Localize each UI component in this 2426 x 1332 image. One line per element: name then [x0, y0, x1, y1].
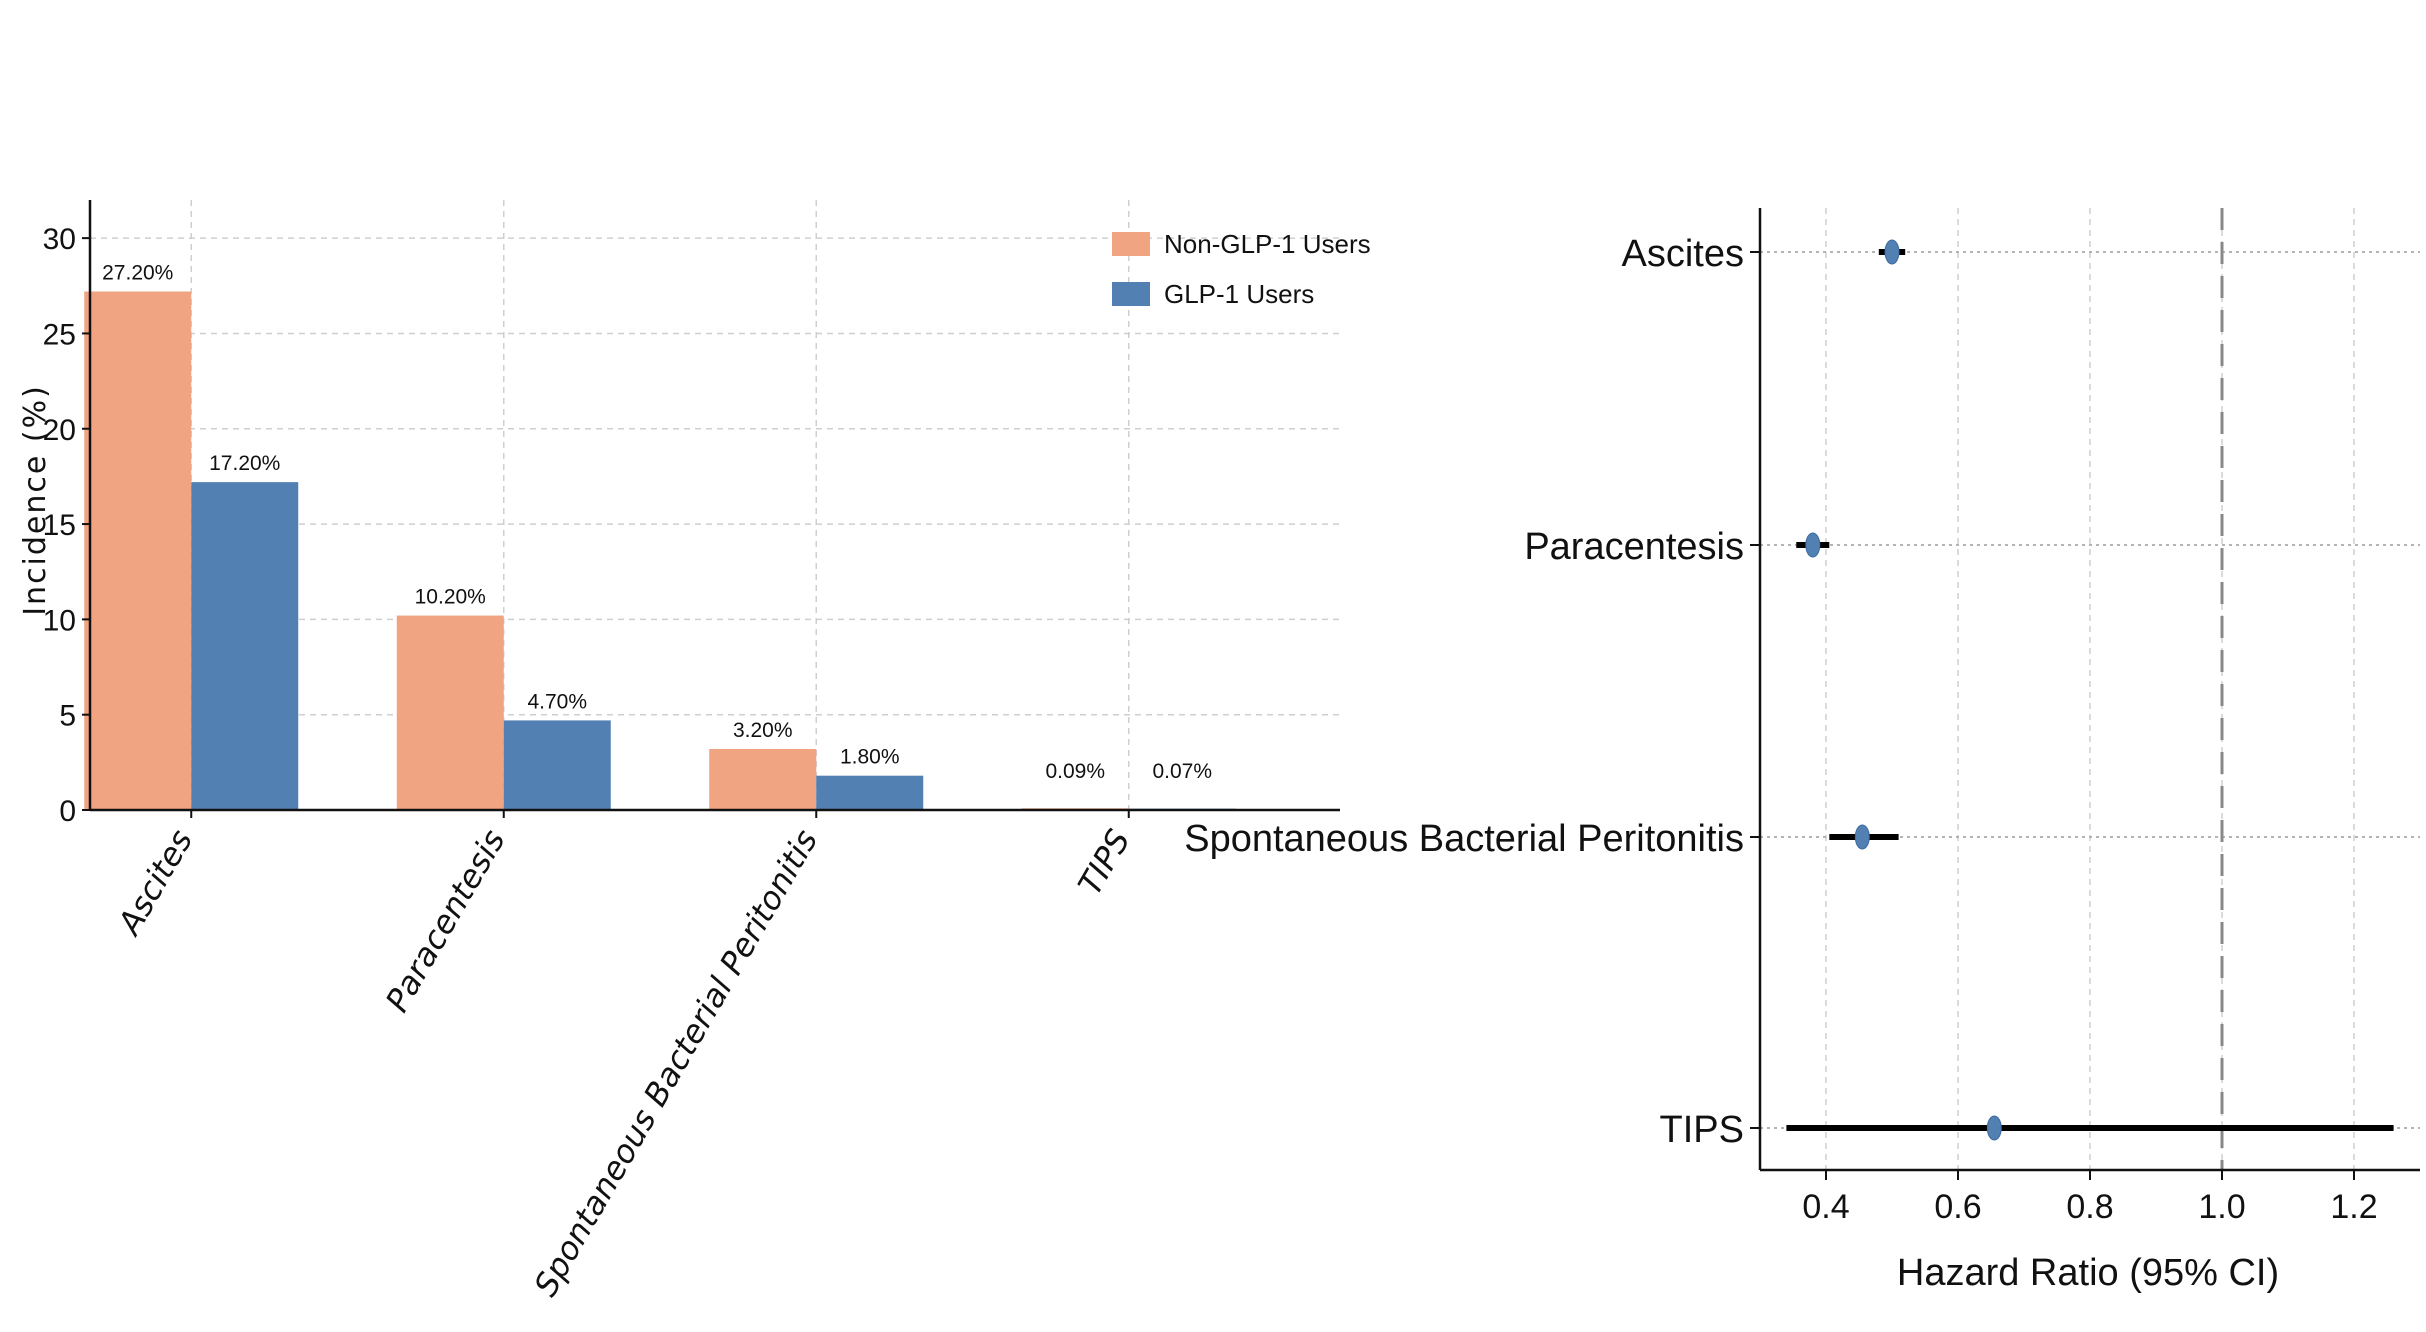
hr-point-ascites: [1884, 239, 1900, 265]
data-label-glp-1-users-tips: 0.07%: [1152, 760, 1212, 783]
left-y-tick-label: 25: [43, 318, 76, 351]
row-label-spontaneous-bacterial-peritonitis: Spontaneous Bacterial Peritonitis: [1184, 818, 1744, 860]
right-axes: [1750, 208, 2420, 1180]
legend-label-glp-1-users: GLP-1 Users: [1164, 279, 1314, 309]
left-y-tick-label: 30: [43, 223, 76, 256]
bar-glp-1-users-paracentesis: [503, 720, 611, 810]
hazard-ratio-forest-plot: Ascites Paracentesis Spontaneous Bacterial…: [1184, 208, 2420, 1294]
right-x-tick-label: 1.0: [2198, 1188, 2245, 1226]
left-y-tick-label: 20: [43, 414, 76, 447]
incidence-bar-chart: 27.20% 17.20% 10.20% 4.70% 3.20% 1.80% 0.09% 0.…: [18, 200, 1371, 1303]
right-hazard-marks: [1786, 239, 2394, 1141]
right-x-tick-label: 1.2: [2330, 1188, 2377, 1226]
data-label-non-glp-1-users-paracentesis: 10.20%: [415, 586, 486, 609]
data-label-glp-1-users-spontaneous-bacterial-peritonitis: 1.80%: [840, 746, 900, 769]
right-y-category-labels: Ascites Paracentesis Spontaneous Bacterial…: [1184, 233, 1744, 1151]
bar-non-glp-1-users-paracentesis: [396, 615, 504, 810]
left-axes: [82, 200, 1340, 818]
hr-point-spontaneous-bacterial-peritonitis: [1854, 824, 1870, 850]
right-gridlines: [1760, 208, 2420, 1170]
right-x-tick-label: 0.8: [2066, 1188, 2113, 1226]
left-x-category-labels: Ascites Paracentesis Spontaneous Bacterial…: [109, 823, 1137, 1303]
right-x-tick-label: 0.6: [1934, 1188, 1981, 1226]
left-y-tick-label: 10: [43, 604, 76, 637]
left-y-tick-label: 5: [59, 700, 76, 733]
row-label-tips: TIPS: [1660, 1109, 1744, 1151]
right-x-tick-labels: 0.4 0.6 0.8 1.0 1.2: [1802, 1188, 2377, 1226]
category-label-ascites: Ascites: [109, 823, 200, 942]
hr-point-tips: [1986, 1115, 2002, 1141]
data-label-glp-1-users-ascites: 17.20%: [209, 452, 280, 475]
left-y-tick-label: 15: [43, 509, 76, 542]
right-x-tick-label: 0.4: [1802, 1188, 1849, 1226]
data-label-non-glp-1-users-tips: 0.09%: [1045, 760, 1105, 783]
data-label-glp-1-users-paracentesis: 4.70%: [527, 690, 587, 713]
legend-label-non-glp-1-users: Non-GLP-1 Users: [1164, 229, 1371, 259]
data-label-non-glp-1-users-ascites: 27.20%: [102, 262, 173, 285]
legend: Non-GLP-1 Users GLP-1 Users: [1112, 229, 1371, 309]
left-data-labels: 27.20% 17.20% 10.20% 4.70% 3.20% 1.80% 0.09% 0.…: [102, 262, 1212, 784]
category-label-tips: TIPS: [1070, 823, 1137, 901]
left-y-axis-label: Incidence (%): [18, 384, 53, 616]
left-y-tick-labels: 0 5 10 15 20 25 30: [43, 223, 76, 828]
legend-swatch-non-glp-1-users: [1112, 232, 1150, 256]
data-label-non-glp-1-users-spontaneous-bacterial-peritonitis: 3.20%: [733, 719, 793, 742]
bar-non-glp-1-users-spontaneous-bacterial-peritonitis: [709, 749, 817, 810]
row-label-paracentesis: Paracentesis: [1524, 526, 1744, 568]
left-y-tick-label: 0: [59, 795, 76, 828]
bar-glp-1-users-ascites: [191, 482, 299, 810]
hr-point-paracentesis: [1805, 532, 1821, 558]
row-label-ascites: Ascites: [1622, 233, 1744, 275]
bar-non-glp-1-users-ascites: [84, 291, 192, 810]
right-x-axis-label: Hazard Ratio (95% CI): [1897, 1252, 2279, 1294]
category-label-spontaneous-bacterial-peritonitis: Spontaneous Bacterial Peritonitis: [526, 823, 825, 1303]
category-label-paracentesis: Paracentesis: [378, 823, 513, 1018]
legend-swatch-glp-1-users: [1112, 282, 1150, 306]
left-bars: [84, 291, 1236, 811]
bar-glp-1-users-spontaneous-bacterial-peritonitis: [816, 775, 924, 810]
